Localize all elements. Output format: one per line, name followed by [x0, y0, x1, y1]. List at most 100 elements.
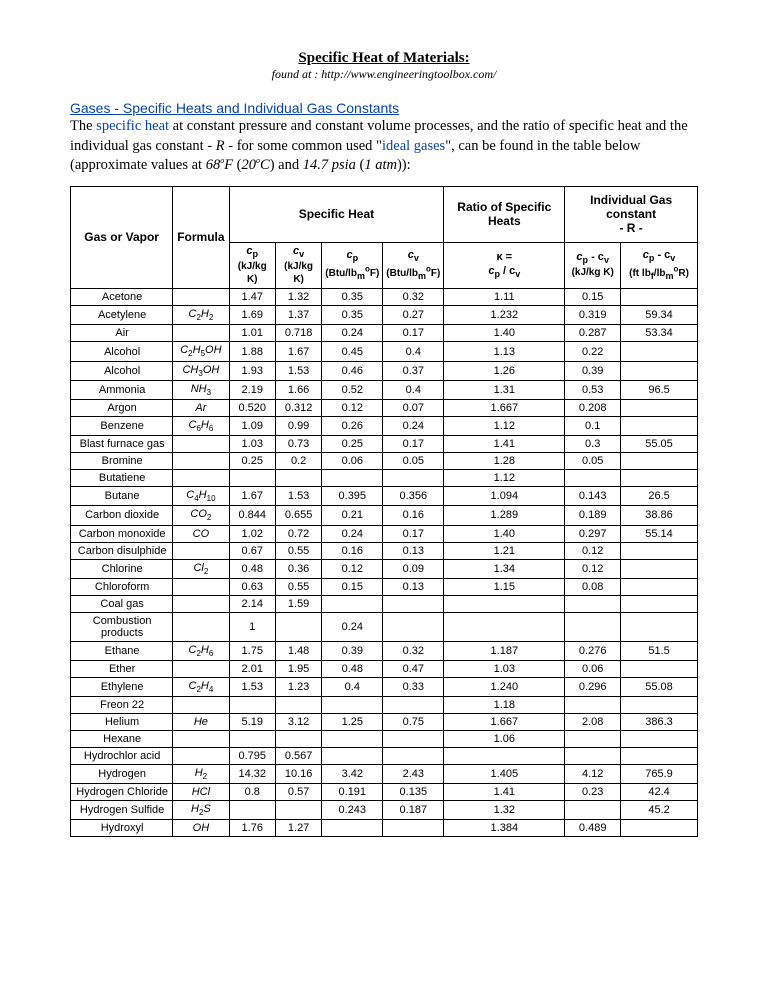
cell-r-ft	[621, 361, 698, 380]
cell-r-ft	[621, 612, 698, 641]
header-ratio: Ratio of Specific Heats	[444, 186, 565, 242]
cell-r-kj: 0.319	[565, 306, 621, 325]
cell-r-ft	[621, 559, 698, 578]
cell-cv: 1.27	[275, 820, 321, 837]
cell-cv	[275, 470, 321, 487]
header-cp-kj: cp(kJ/kg K)	[229, 242, 275, 288]
cell-r-kj: 0.3	[565, 436, 621, 453]
cell-r-ft: 51.5	[621, 641, 698, 660]
cell-r-kj: 0.287	[565, 325, 621, 342]
cell-k: 1.26	[444, 361, 565, 380]
table-row: Carbon monoxideCO1.020.720.240.171.400.2…	[71, 525, 698, 542]
cell-cv-btu: 0.33	[383, 677, 444, 696]
cell-k: 1.28	[444, 453, 565, 470]
found-at-label: found at :	[272, 67, 322, 81]
cell-k: 1.384	[444, 820, 565, 837]
cell-cp	[229, 801, 275, 820]
cell-cv: 1.23	[275, 677, 321, 696]
cell-cp: 0.63	[229, 578, 275, 595]
section-link[interactable]: Gases - Specific Heats and Individual Ga…	[70, 100, 399, 116]
cell-r-ft: 38.86	[621, 506, 698, 525]
cell-k: 1.13	[444, 342, 565, 361]
header-cp-btu: cp(Btu/lbmoF)	[322, 242, 383, 288]
cell-r-kj: 0.53	[565, 380, 621, 399]
cell-cp-btu: 0.12	[322, 399, 383, 416]
table-row: HydroxylOH1.761.271.3840.489	[71, 820, 698, 837]
cell-r-kj	[565, 801, 621, 820]
ideal-gases-link[interactable]: ideal gases	[382, 138, 445, 154]
cell-cv	[275, 731, 321, 748]
header-gas-constant: Individual Gas constant- R -	[565, 186, 698, 242]
cell-name: Benzene	[71, 416, 173, 435]
cell-cp-btu	[322, 697, 383, 714]
cell-cv-btu: 0.13	[383, 542, 444, 559]
cell-name: Acetone	[71, 289, 173, 306]
intro-text: ) and	[270, 157, 303, 173]
cell-formula: CO	[173, 525, 229, 542]
cell-r-kj	[565, 612, 621, 641]
cell-formula: HCl	[173, 784, 229, 801]
cell-cv-btu: 0.32	[383, 641, 444, 660]
table-row: Blast furnace gas1.030.730.250.171.410.3…	[71, 436, 698, 453]
cell-k: 1.094	[444, 487, 565, 506]
header-formula: Formula	[173, 186, 229, 289]
cell-k: 1.03	[444, 660, 565, 677]
cell-name: Ether	[71, 660, 173, 677]
cell-formula: C4H10	[173, 487, 229, 506]
cell-cp-btu: 0.21	[322, 506, 383, 525]
cell-k: 1.40	[444, 525, 565, 542]
cell-r-kj: 0.297	[565, 525, 621, 542]
cell-cv-btu: 0.24	[383, 416, 444, 435]
cell-formula	[173, 436, 229, 453]
table-row: EthaneC2H61.751.480.390.321.1870.27651.5	[71, 641, 698, 660]
cell-name: Helium	[71, 714, 173, 731]
cell-cv: 1.32	[275, 289, 321, 306]
cell-cp: 0.520	[229, 399, 275, 416]
cell-cp: 5.19	[229, 714, 275, 731]
header-cv-kj: cv(kJ/kg K)	[275, 242, 321, 288]
cell-cv-btu: 0.07	[383, 399, 444, 416]
cell-cv: 1.37	[275, 306, 321, 325]
cell-name: Combustion products	[71, 612, 173, 641]
cell-formula	[173, 595, 229, 612]
table-row: AlcoholC2H5OH1.881.670.450.41.130.22	[71, 342, 698, 361]
cell-cp	[229, 731, 275, 748]
intro-text: )):	[397, 157, 411, 173]
specific-heat-link[interactable]: specific heat	[96, 118, 169, 134]
cell-cv: 0.2	[275, 453, 321, 470]
cell-name: Hydrochlor acid	[71, 748, 173, 765]
cell-formula: CO2	[173, 506, 229, 525]
cell-cv: 0.55	[275, 578, 321, 595]
cell-r-ft: 59.34	[621, 306, 698, 325]
cell-cp: 1.69	[229, 306, 275, 325]
cell-cv-btu: 0.17	[383, 436, 444, 453]
cell-cp: 1.75	[229, 641, 275, 660]
temp-f-unit: F	[224, 157, 233, 173]
cell-k	[444, 748, 565, 765]
cell-k: 1.187	[444, 641, 565, 660]
cell-name: Hydrogen Sulfide	[71, 801, 173, 820]
cell-r-kj: 0.23	[565, 784, 621, 801]
cell-cp: 1.93	[229, 361, 275, 380]
cell-k: 1.06	[444, 731, 565, 748]
table-row: Chloroform0.630.550.150.131.150.08	[71, 578, 698, 595]
cell-name: Ethane	[71, 641, 173, 660]
cell-cv-btu	[383, 820, 444, 837]
cell-cv-btu	[383, 612, 444, 641]
cell-r-kj	[565, 748, 621, 765]
temp-c: 20	[242, 157, 257, 173]
cell-k	[444, 612, 565, 641]
cell-cp-btu	[322, 595, 383, 612]
cell-cv: 1.48	[275, 641, 321, 660]
cell-cp: 1.67	[229, 487, 275, 506]
atm: 1 atm	[364, 157, 397, 173]
cell-formula	[173, 612, 229, 641]
cell-k: 1.11	[444, 289, 565, 306]
cell-cv: 0.36	[275, 559, 321, 578]
cell-cv-btu: 0.32	[383, 289, 444, 306]
cell-k: 1.15	[444, 578, 565, 595]
cell-formula: C2H4	[173, 677, 229, 696]
source-url: http://www.engineeringtoolbox.com/	[321, 67, 496, 81]
cell-cp: 1.01	[229, 325, 275, 342]
header-kappa: κ =cp / cv	[444, 242, 565, 288]
